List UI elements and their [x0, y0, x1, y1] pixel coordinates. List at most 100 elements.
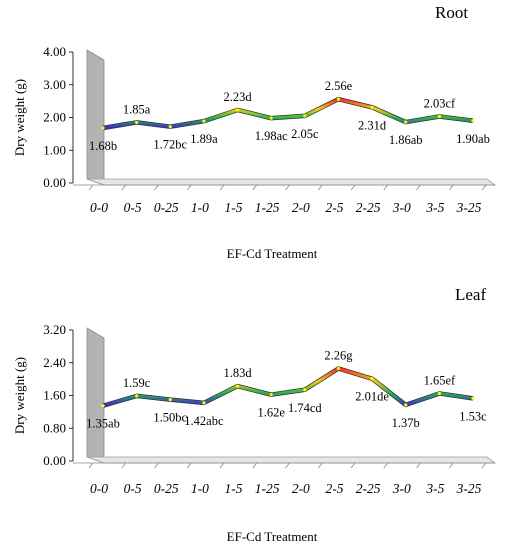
x-tick-label: 0-25 — [154, 200, 179, 215]
x-tick-label: 2-0 — [292, 481, 310, 496]
data-point — [404, 120, 408, 124]
x-tick — [252, 462, 258, 469]
series-line-shadow — [102, 96, 474, 131]
data-point — [336, 366, 341, 371]
x-tick — [481, 462, 487, 469]
back-wall — [86, 327, 105, 464]
y-tick-label: 0.80 — [43, 420, 66, 435]
data-label: 2.23d — [223, 90, 252, 104]
chart-panel-leaf: Leaf 0.00 0.80 1.60 2.40 3.20 0-0 0-5 0-25 1-0 1-5… — [12, 285, 497, 544]
data-point — [370, 377, 374, 381]
y-tick-label: 0.00 — [43, 453, 66, 468]
back-wall — [86, 49, 105, 186]
x-tick — [121, 184, 127, 191]
data-point — [437, 391, 441, 396]
y-tick-label: 0.00 — [43, 175, 66, 190]
floor — [86, 456, 497, 464]
data-point — [370, 105, 374, 109]
y-tick-label: 4.00 — [43, 44, 66, 59]
y-tick-label: 1.00 — [43, 142, 66, 157]
x-tick-label: 3-0 — [392, 481, 411, 496]
data-point — [303, 388, 307, 392]
data-label: 1.90ab — [456, 132, 490, 146]
x-tick — [88, 184, 94, 191]
y-tick-label: 3.20 — [43, 322, 66, 337]
x-tick-label: 0-5 — [124, 481, 142, 496]
x-tick-label: 1-5 — [225, 200, 243, 215]
data-point — [269, 116, 273, 120]
data-label: 1.42abc — [184, 414, 224, 428]
chart-title: Root — [435, 3, 468, 22]
data-label: 2.05c — [291, 127, 319, 141]
data-label: 2.03cf — [424, 97, 456, 111]
data-label: 1.37b — [392, 416, 420, 430]
x-tick-label: 1-25 — [255, 481, 280, 496]
data-label: 1.72bc — [153, 138, 187, 152]
y-tick-label: 1.60 — [43, 388, 66, 403]
data-point — [437, 114, 441, 119]
data-label: 1.59c — [123, 376, 151, 390]
x-tick — [448, 462, 454, 469]
data-label: 1.89a — [190, 132, 218, 146]
x-tick-label: 2-5 — [325, 200, 343, 215]
x-tick — [350, 462, 356, 469]
data-point — [101, 404, 105, 408]
data-label: 2.26g — [324, 348, 353, 362]
x-tick — [416, 462, 421, 469]
x-tick — [252, 184, 258, 191]
data-label: 1.68b — [89, 139, 117, 153]
data-label: 1.86ab — [389, 133, 423, 147]
data-point — [135, 394, 139, 398]
data-point — [202, 401, 206, 405]
x-tick-label: 2-0 — [292, 200, 310, 215]
y-tick-label: 2.40 — [43, 355, 66, 370]
x-tick-label: 0-5 — [124, 200, 142, 215]
data-point — [235, 108, 240, 112]
data-point — [471, 396, 475, 400]
x-tick — [350, 184, 356, 191]
x-tick — [383, 462, 389, 469]
x-tick-label: 1-25 — [255, 200, 280, 215]
x-tick — [317, 462, 323, 469]
y-tick-label: 3.00 — [43, 77, 66, 92]
data-label: 1.85a — [123, 102, 151, 116]
x-tick — [186, 462, 192, 469]
data-point — [404, 403, 408, 407]
data-point — [235, 384, 240, 388]
x-tick — [317, 184, 323, 191]
x-tick — [285, 462, 290, 469]
x-tick — [383, 184, 389, 191]
x-tick — [154, 462, 159, 469]
series-line — [102, 97, 474, 130]
data-label: 2.31d — [358, 118, 387, 132]
data-point — [168, 397, 172, 402]
y-tick-label: 2.00 — [43, 110, 66, 125]
data-label: 1.98ac — [255, 129, 288, 143]
data-label: 2.01de — [355, 390, 389, 404]
x-tick — [285, 184, 290, 191]
x-tick — [219, 462, 225, 469]
x-tick-label: 3-5 — [425, 200, 444, 215]
data-label: 1.83d — [223, 366, 252, 380]
data-label: 2.56e — [325, 79, 353, 93]
data-label: 1.65ef — [424, 373, 456, 387]
x-tick — [448, 184, 454, 191]
floor — [86, 178, 497, 186]
data-label: 1.35ab — [86, 417, 120, 431]
chart-panel-root: Root 0.00 1.00 2.00 3.00 4.00 0-0 0-5 0-25 1-0 1-5… — [12, 3, 497, 261]
data-label: 1.50bc — [153, 411, 187, 425]
data-point — [101, 126, 105, 130]
chart-title: Leaf — [455, 285, 486, 304]
x-axis-title: EF-Cd Treatment — [227, 246, 318, 261]
x-tick — [154, 184, 159, 191]
x-tick-label: 0-0 — [90, 481, 108, 496]
x-tick-label: 2-5 — [325, 481, 343, 496]
data-point — [168, 125, 172, 129]
data-point — [202, 119, 206, 123]
data-label: 1.62e — [257, 406, 285, 420]
x-tick-label: 3-25 — [456, 200, 482, 215]
data-point — [135, 120, 139, 125]
x-tick-label: 2-25 — [356, 200, 381, 215]
x-tick-label: 3-0 — [392, 200, 411, 215]
